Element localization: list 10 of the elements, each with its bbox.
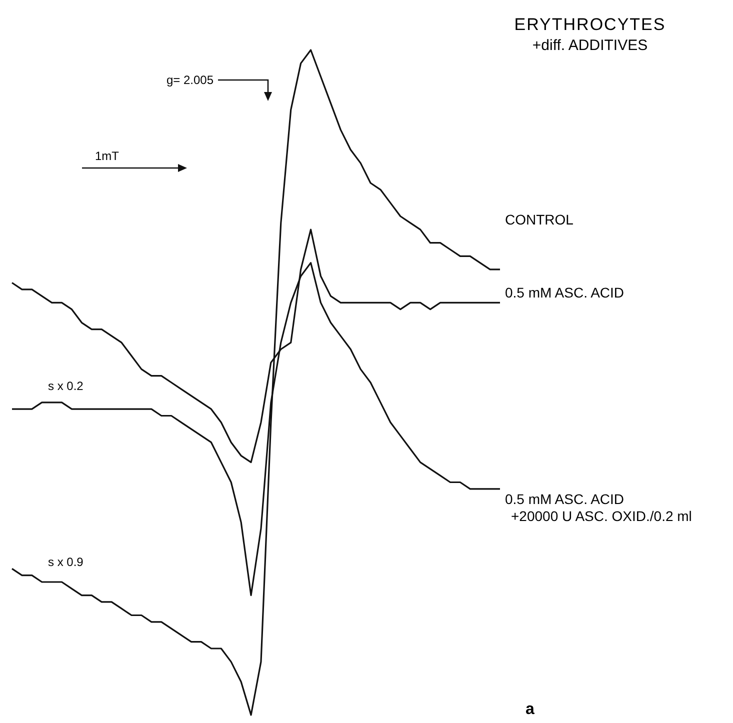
annotation: s x 0.2	[48, 379, 84, 393]
annotation: s x 0.9	[48, 555, 84, 569]
text: CONTROL	[505, 211, 574, 228]
text: a	[526, 701, 535, 718]
annotation: 1mT	[95, 149, 120, 163]
annotation: g= 2.005	[166, 73, 214, 87]
series-label: 0.5 mM ASC. ACID +20000 U ASC. OXID./0.2 ml	[505, 490, 692, 524]
text: ERYTHROCYTES	[514, 15, 666, 34]
series-label: 0.5 mM ASC. ACID	[505, 284, 624, 301]
text: +diff. ADDITIVES	[532, 37, 648, 54]
